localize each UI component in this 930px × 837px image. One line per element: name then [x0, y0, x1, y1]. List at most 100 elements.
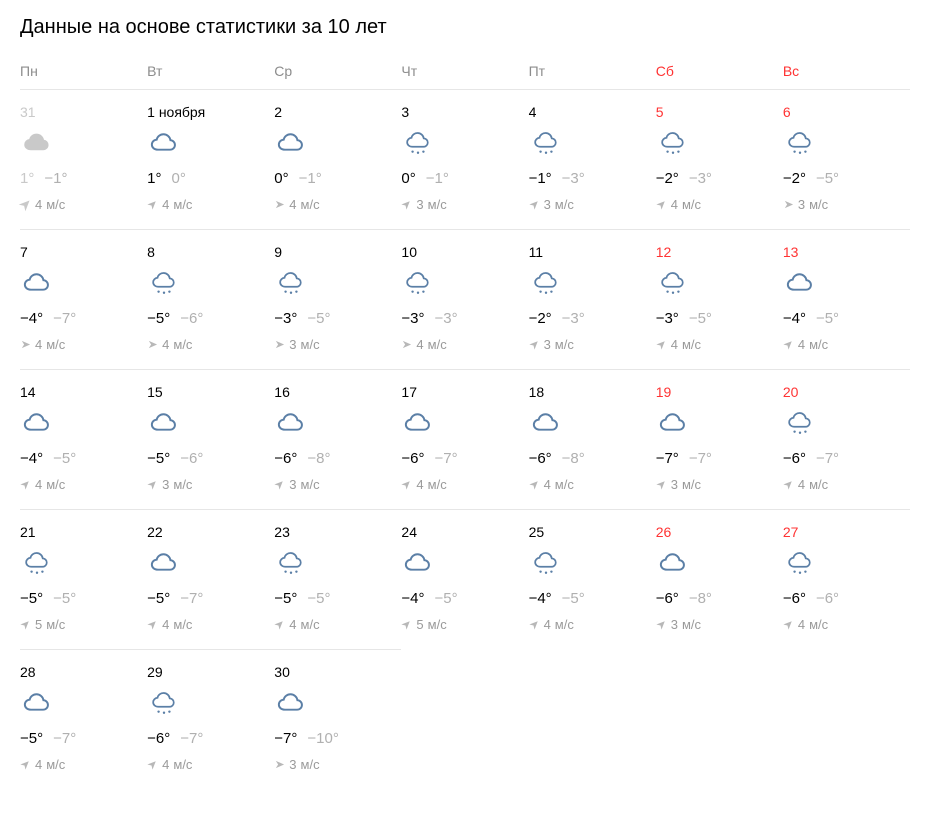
temp-high: −2°: [656, 170, 679, 187]
day-date: 5: [656, 104, 777, 120]
snow-icon: [783, 130, 904, 160]
day-date: 16: [274, 384, 395, 400]
day-cell[interactable]: 23 −5°−5°4 м/с: [274, 509, 401, 649]
snow-icon: [529, 130, 650, 160]
day-cell[interactable]: 22−5°−7°4 м/с: [147, 509, 274, 649]
cloud-icon: [274, 410, 395, 440]
temp-low: −6°: [180, 310, 203, 327]
day-cell[interactable]: 16−6°−8°3 м/с: [274, 369, 401, 509]
wind-arrow-icon: [18, 197, 34, 213]
wind: 5 м/с: [20, 617, 141, 632]
day-date: 21: [20, 524, 141, 540]
wind-unit: м/с: [301, 477, 320, 492]
day-cell[interactable]: 311°−1°4 м/с: [20, 89, 147, 229]
wind: 3 м/с: [656, 477, 777, 492]
wind: 4 м/с: [20, 757, 141, 772]
day-cell[interactable]: 17−6°−7°4 м/с: [401, 369, 528, 509]
day-cell[interactable]: 25 −4°−5°4 м/с: [529, 509, 656, 649]
day-date: 4: [529, 104, 650, 120]
snow-icon: [20, 550, 141, 580]
day-cell[interactable]: 3 0°−1°3 м/с: [401, 89, 528, 229]
temps: −4°−5°: [783, 310, 904, 327]
temp-low: −3°: [562, 310, 585, 327]
wind: 3 м/с: [529, 197, 650, 212]
day-date: 15: [147, 384, 268, 400]
day-cell[interactable]: 1 ноября1°0°4 м/с: [147, 89, 274, 229]
temps: −5°−5°: [20, 590, 141, 607]
temp-low: −3°: [562, 170, 585, 187]
day-cell[interactable]: 14−4°−5°4 м/с: [20, 369, 147, 509]
wind: 4 м/с: [783, 337, 904, 352]
day-date: 6: [783, 104, 904, 120]
day-cell[interactable]: 20 −6°−7°4 м/с: [783, 369, 910, 509]
wind-arrow-icon: [274, 339, 285, 350]
wind-unit: м/с: [682, 477, 701, 492]
day-date: 31: [20, 104, 141, 120]
temp-high: −6°: [656, 590, 679, 607]
day-cell[interactable]: 19−7°−7°3 м/с: [656, 369, 783, 509]
temps: −5°−6°: [147, 450, 268, 467]
temp-low: −3°: [435, 310, 458, 327]
day-cell[interactable]: 5 −2°−3°4 м/с: [656, 89, 783, 229]
wind-arrow-icon: [145, 197, 161, 213]
wind-arrow-icon: [272, 477, 288, 493]
snow-icon: [656, 270, 777, 300]
wind-arrow-icon: [781, 337, 797, 353]
temp-low: −6°: [180, 450, 203, 467]
wind-arrow-icon: [401, 339, 412, 350]
day-cell[interactable]: 7−4°−7°4 м/с: [20, 229, 147, 369]
cloud-icon: [401, 550, 522, 580]
wind: 4 м/с: [529, 477, 650, 492]
temps: −4°−5°: [401, 590, 522, 607]
wind-arrow-icon: [653, 617, 669, 633]
temp-high: −2°: [529, 310, 552, 327]
day-cell[interactable]: 26−6°−8°3 м/с: [656, 509, 783, 649]
day-cell[interactable]: 21 −5°−5° 5 м/с: [20, 509, 147, 649]
day-cell[interactable]: 13 −4°−5° 4 м/с: [783, 229, 910, 369]
day-cell[interactable]: 27 −6°−6°4 м/с: [783, 509, 910, 649]
day-cell[interactable]: 8 −5°−6°4 м/с: [147, 229, 274, 369]
wind-unit: м/с: [173, 337, 192, 352]
temps: −3°−5°: [656, 310, 777, 327]
cloud-icon: [656, 410, 777, 440]
wind-speed: 3: [544, 337, 551, 352]
day-cell[interactable]: 20°−1°4 м/с: [274, 89, 401, 229]
temps: 1°−1°: [20, 170, 141, 187]
day-cell[interactable]: 11 −2°−3°3 м/с: [529, 229, 656, 369]
wind-speed: 4: [162, 617, 169, 632]
day-cell[interactable]: 29 −6°−7°4 м/с: [147, 649, 274, 789]
day-cell[interactable]: 12 −3°−5°4 м/с: [656, 229, 783, 369]
wind: 3 м/с: [783, 197, 904, 212]
temp-high: −6°: [274, 450, 297, 467]
wind: 4 м/с: [783, 477, 904, 492]
wind-arrow-icon: [653, 197, 669, 213]
temp-low: −8°: [562, 450, 585, 467]
temps: −5°−6°: [147, 310, 268, 327]
wind-unit: м/с: [173, 757, 192, 772]
temp-high: −1°: [529, 170, 552, 187]
temp-low: −7°: [816, 450, 839, 467]
day-cell[interactable]: 15−5°−6°3 м/с: [147, 369, 274, 509]
day-date: 13: [783, 244, 904, 260]
wind-unit: м/с: [682, 197, 701, 212]
day-cell[interactable]: 9 −3°−5°3 м/с: [274, 229, 401, 369]
day-cell[interactable]: 24−4°−5°5 м/с: [401, 509, 528, 649]
day-cell[interactable]: 6 −2°−5°3 м/с: [783, 89, 910, 229]
wind-arrow-icon: [274, 759, 285, 770]
day-cell[interactable]: 4 −1° −3° 3 м/с: [529, 89, 656, 229]
temps: −5°−7°: [147, 590, 268, 607]
temps: −5°−5°: [274, 590, 395, 607]
temps: −1° −3°: [529, 170, 650, 187]
temp-high: −4°: [401, 590, 424, 607]
day-cell[interactable]: 30−7°−10°3 м/с: [274, 649, 401, 789]
weekday-header: Чт: [401, 57, 528, 89]
temps: −4°−5°: [529, 590, 650, 607]
wind-arrow-icon: [526, 617, 542, 633]
temps: −7°−7°: [656, 450, 777, 467]
wind-unit: м/с: [301, 757, 320, 772]
day-cell[interactable]: 28−5°−7°4 м/с: [20, 649, 147, 789]
page-title: Данные на основе статистики за 10 лет: [20, 16, 910, 39]
day-cell[interactable]: 18−6°−8°4 м/с: [529, 369, 656, 509]
temp-high: −5°: [147, 590, 170, 607]
day-cell[interactable]: 10 −3°−3°4 м/с: [401, 229, 528, 369]
